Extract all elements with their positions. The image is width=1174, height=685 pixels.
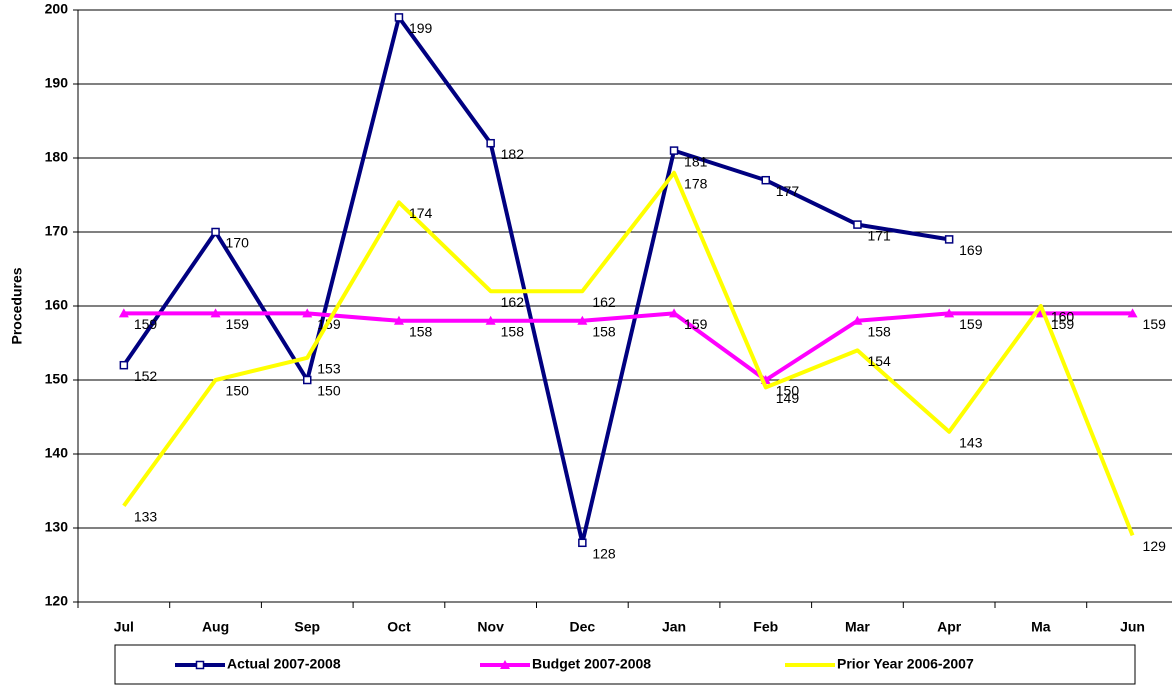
data-label: 182 xyxy=(501,146,525,162)
y-tick-label: 200 xyxy=(45,1,69,17)
data-label: 159 xyxy=(134,316,158,332)
legend-label: Actual 2007-2008 xyxy=(227,656,341,672)
x-tick-label: Jun xyxy=(1120,619,1145,635)
point xyxy=(195,660,205,670)
point xyxy=(500,660,510,669)
data-label: 150 xyxy=(776,383,800,399)
point xyxy=(302,308,313,318)
x-tick-label: Dec xyxy=(570,619,596,635)
data-label: 128 xyxy=(592,546,616,562)
data-label: 158 xyxy=(409,324,433,340)
point xyxy=(1127,308,1138,318)
data-label: 133 xyxy=(134,509,158,525)
legend-label: Prior Year 2006-2007 xyxy=(837,656,974,672)
series-line xyxy=(122,170,1135,537)
point xyxy=(944,235,954,244)
data-label: 162 xyxy=(592,294,616,310)
y-tick-label: 190 xyxy=(45,75,69,91)
point xyxy=(303,375,312,385)
data-label: 199 xyxy=(409,20,433,36)
data-label: 159 xyxy=(1143,316,1167,332)
data-label: 158 xyxy=(867,324,891,340)
data-label: 181 xyxy=(684,153,708,169)
point xyxy=(211,227,220,237)
data-label: 178 xyxy=(684,176,708,192)
data-label: 177 xyxy=(776,183,800,199)
x-tick-label: Oct xyxy=(387,619,411,635)
point xyxy=(486,138,495,148)
point xyxy=(119,360,129,370)
x-tick-label: Mar xyxy=(845,619,870,635)
y-tick-label: 160 xyxy=(45,297,69,313)
x-tick-label: Jul xyxy=(114,619,134,635)
x-tick-label: Aug xyxy=(202,619,229,635)
data-label: 153 xyxy=(317,361,341,377)
point xyxy=(394,13,404,22)
y-tick-label: 140 xyxy=(45,445,69,461)
x-tick-label: Feb xyxy=(753,619,778,635)
data-label: 150 xyxy=(317,383,341,399)
data-label: 143 xyxy=(959,435,983,451)
x-tick-label: Jan xyxy=(662,619,686,635)
point xyxy=(852,315,863,325)
series-line xyxy=(123,311,1133,382)
y-tick-label: 120 xyxy=(45,593,69,609)
data-label: 152 xyxy=(134,368,158,384)
data-label: 160 xyxy=(1051,309,1075,325)
y-tick-label: 130 xyxy=(45,519,69,535)
data-label: 159 xyxy=(1051,316,1075,332)
data-label: 159 xyxy=(959,316,983,332)
data-label: 159 xyxy=(684,316,708,332)
y-tick-label: 180 xyxy=(45,149,69,165)
data-label: 159 xyxy=(226,316,250,332)
data-label: 149 xyxy=(776,390,800,406)
point xyxy=(761,175,770,185)
point xyxy=(210,308,221,318)
data-label: 171 xyxy=(867,227,891,243)
y-tick-label: 150 xyxy=(45,371,69,387)
data-label: 162 xyxy=(501,294,525,310)
point xyxy=(577,315,588,325)
x-tick-label: Nov xyxy=(477,619,504,635)
y-tick-label: 170 xyxy=(45,223,69,239)
data-label: 158 xyxy=(501,324,525,340)
data-label: 129 xyxy=(1143,538,1167,554)
data-label: 158 xyxy=(592,324,616,340)
data-label: 170 xyxy=(226,235,250,251)
legend-box xyxy=(114,644,1136,685)
x-tick-label: Apr xyxy=(937,619,962,635)
data-label: 150 xyxy=(226,383,250,399)
point xyxy=(118,308,129,318)
point xyxy=(669,146,679,155)
point xyxy=(485,315,496,325)
series-line xyxy=(122,15,950,545)
point xyxy=(853,220,862,229)
data-label: 174 xyxy=(409,205,433,221)
point xyxy=(944,308,955,318)
data-label: 154 xyxy=(867,353,891,369)
x-tick-label: Ma xyxy=(1031,619,1051,635)
data-label: 169 xyxy=(959,242,983,258)
x-tick-label: Sep xyxy=(294,619,320,635)
point xyxy=(578,538,587,548)
legend-label: Budget 2007-2008 xyxy=(532,656,651,672)
point xyxy=(393,315,404,325)
y-axis-label: Procedures xyxy=(9,267,25,344)
point xyxy=(669,308,680,318)
